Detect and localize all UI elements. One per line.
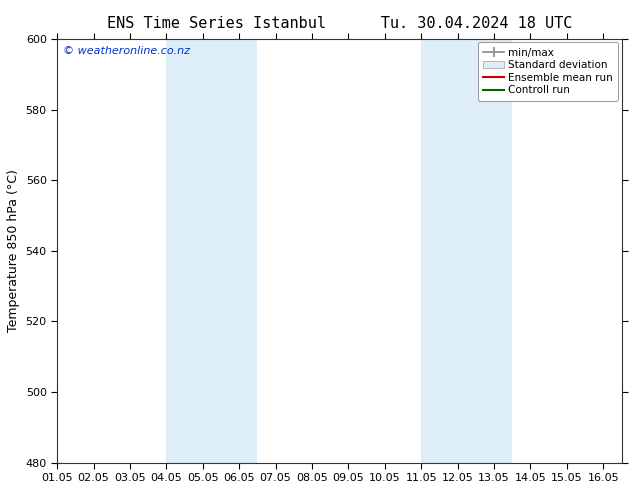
Text: © weatheronline.co.nz: © weatheronline.co.nz — [63, 46, 190, 55]
Title: ENS Time Series Istanbul      Tu. 30.04.2024 18 UTC: ENS Time Series Istanbul Tu. 30.04.2024 … — [107, 16, 572, 31]
Bar — [421, 39, 512, 463]
Y-axis label: Temperature 850 hPa (°C): Temperature 850 hPa (°C) — [7, 170, 20, 332]
Legend: min/max, Standard deviation, Ensemble mean run, Controll run: min/max, Standard deviation, Ensemble me… — [478, 42, 618, 100]
Bar — [166, 39, 257, 463]
